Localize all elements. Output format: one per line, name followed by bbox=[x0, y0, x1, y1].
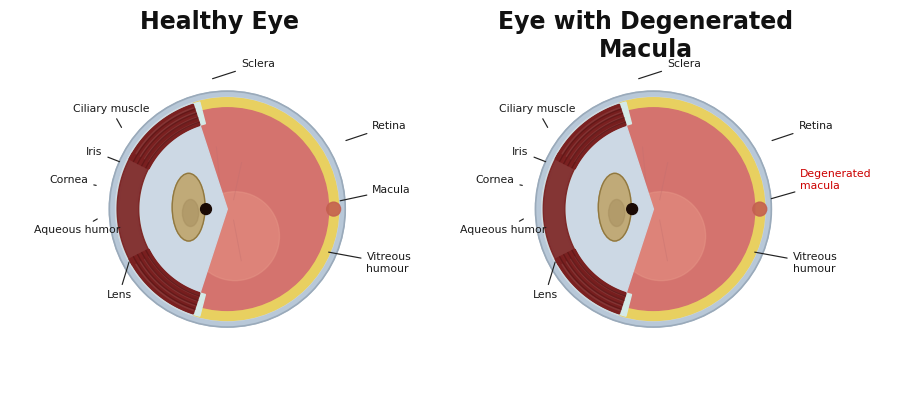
Polygon shape bbox=[555, 104, 626, 169]
Text: Lens: Lens bbox=[533, 262, 558, 300]
Text: Retina: Retina bbox=[772, 121, 833, 141]
Circle shape bbox=[115, 97, 339, 321]
Text: Sclera: Sclera bbox=[639, 59, 701, 79]
Circle shape bbox=[116, 98, 338, 320]
Circle shape bbox=[536, 91, 771, 327]
Text: Retina: Retina bbox=[346, 121, 407, 141]
Text: Aqueous humor: Aqueous humor bbox=[460, 219, 546, 235]
Polygon shape bbox=[129, 104, 200, 169]
Text: Eye with Degenerated
Macula: Eye with Degenerated Macula bbox=[498, 10, 793, 62]
Text: Ciliary muscle: Ciliary muscle bbox=[499, 103, 575, 128]
Text: Cornea: Cornea bbox=[50, 175, 96, 185]
Text: Lens: Lens bbox=[106, 262, 131, 300]
Text: Healthy Eye: Healthy Eye bbox=[140, 10, 299, 34]
Circle shape bbox=[542, 98, 765, 320]
Ellipse shape bbox=[183, 199, 199, 226]
Text: Cornea: Cornea bbox=[475, 175, 522, 185]
Text: Sclera: Sclera bbox=[212, 59, 274, 79]
Polygon shape bbox=[555, 249, 626, 314]
Text: Ciliary muscle: Ciliary muscle bbox=[73, 103, 149, 128]
Polygon shape bbox=[117, 102, 205, 316]
Polygon shape bbox=[544, 153, 577, 265]
Polygon shape bbox=[543, 102, 632, 316]
Text: Iris: Iris bbox=[512, 147, 545, 162]
Polygon shape bbox=[115, 103, 228, 315]
Polygon shape bbox=[121, 110, 194, 308]
Circle shape bbox=[752, 202, 767, 216]
Circle shape bbox=[201, 204, 212, 214]
Circle shape bbox=[552, 108, 755, 310]
Polygon shape bbox=[117, 153, 151, 265]
Circle shape bbox=[126, 108, 328, 310]
Circle shape bbox=[191, 192, 280, 280]
Text: Macula: Macula bbox=[340, 185, 411, 201]
Ellipse shape bbox=[172, 173, 205, 241]
Polygon shape bbox=[129, 249, 200, 314]
Polygon shape bbox=[542, 103, 653, 315]
Text: Aqueous humor: Aqueous humor bbox=[34, 219, 121, 235]
Text: Vitreous
humour: Vitreous humour bbox=[755, 252, 837, 274]
Ellipse shape bbox=[598, 173, 631, 241]
Circle shape bbox=[110, 91, 346, 327]
Circle shape bbox=[542, 97, 765, 321]
Circle shape bbox=[626, 204, 637, 214]
Text: Iris: Iris bbox=[86, 147, 120, 162]
Ellipse shape bbox=[608, 199, 625, 226]
Text: Vitreous
humour: Vitreous humour bbox=[328, 252, 411, 274]
Text: Degenerated
macula: Degenerated macula bbox=[771, 169, 872, 199]
Polygon shape bbox=[546, 110, 619, 308]
Circle shape bbox=[616, 192, 706, 280]
Circle shape bbox=[327, 202, 340, 216]
